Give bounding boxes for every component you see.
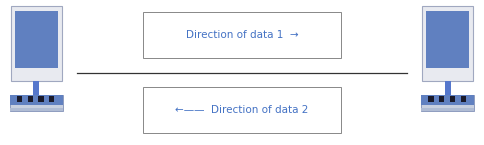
FancyBboxPatch shape	[421, 95, 474, 111]
FancyBboxPatch shape	[450, 96, 455, 102]
FancyBboxPatch shape	[49, 96, 54, 102]
FancyBboxPatch shape	[426, 11, 469, 68]
FancyBboxPatch shape	[421, 95, 474, 105]
FancyBboxPatch shape	[17, 96, 22, 102]
FancyBboxPatch shape	[421, 108, 474, 111]
FancyBboxPatch shape	[460, 96, 466, 102]
FancyBboxPatch shape	[439, 96, 444, 102]
FancyBboxPatch shape	[445, 81, 451, 95]
FancyBboxPatch shape	[428, 96, 434, 102]
Text: Direction of data 1  →: Direction of data 1 →	[186, 30, 298, 40]
FancyBboxPatch shape	[28, 96, 33, 102]
FancyBboxPatch shape	[10, 95, 63, 111]
FancyBboxPatch shape	[33, 81, 39, 95]
Text: ←——  Direction of data 2: ←—— Direction of data 2	[175, 105, 309, 115]
FancyBboxPatch shape	[143, 12, 341, 58]
FancyBboxPatch shape	[10, 108, 63, 111]
FancyBboxPatch shape	[38, 96, 44, 102]
FancyBboxPatch shape	[143, 87, 341, 133]
FancyBboxPatch shape	[15, 11, 58, 68]
FancyBboxPatch shape	[10, 95, 63, 105]
FancyBboxPatch shape	[11, 6, 62, 81]
FancyBboxPatch shape	[422, 6, 473, 81]
